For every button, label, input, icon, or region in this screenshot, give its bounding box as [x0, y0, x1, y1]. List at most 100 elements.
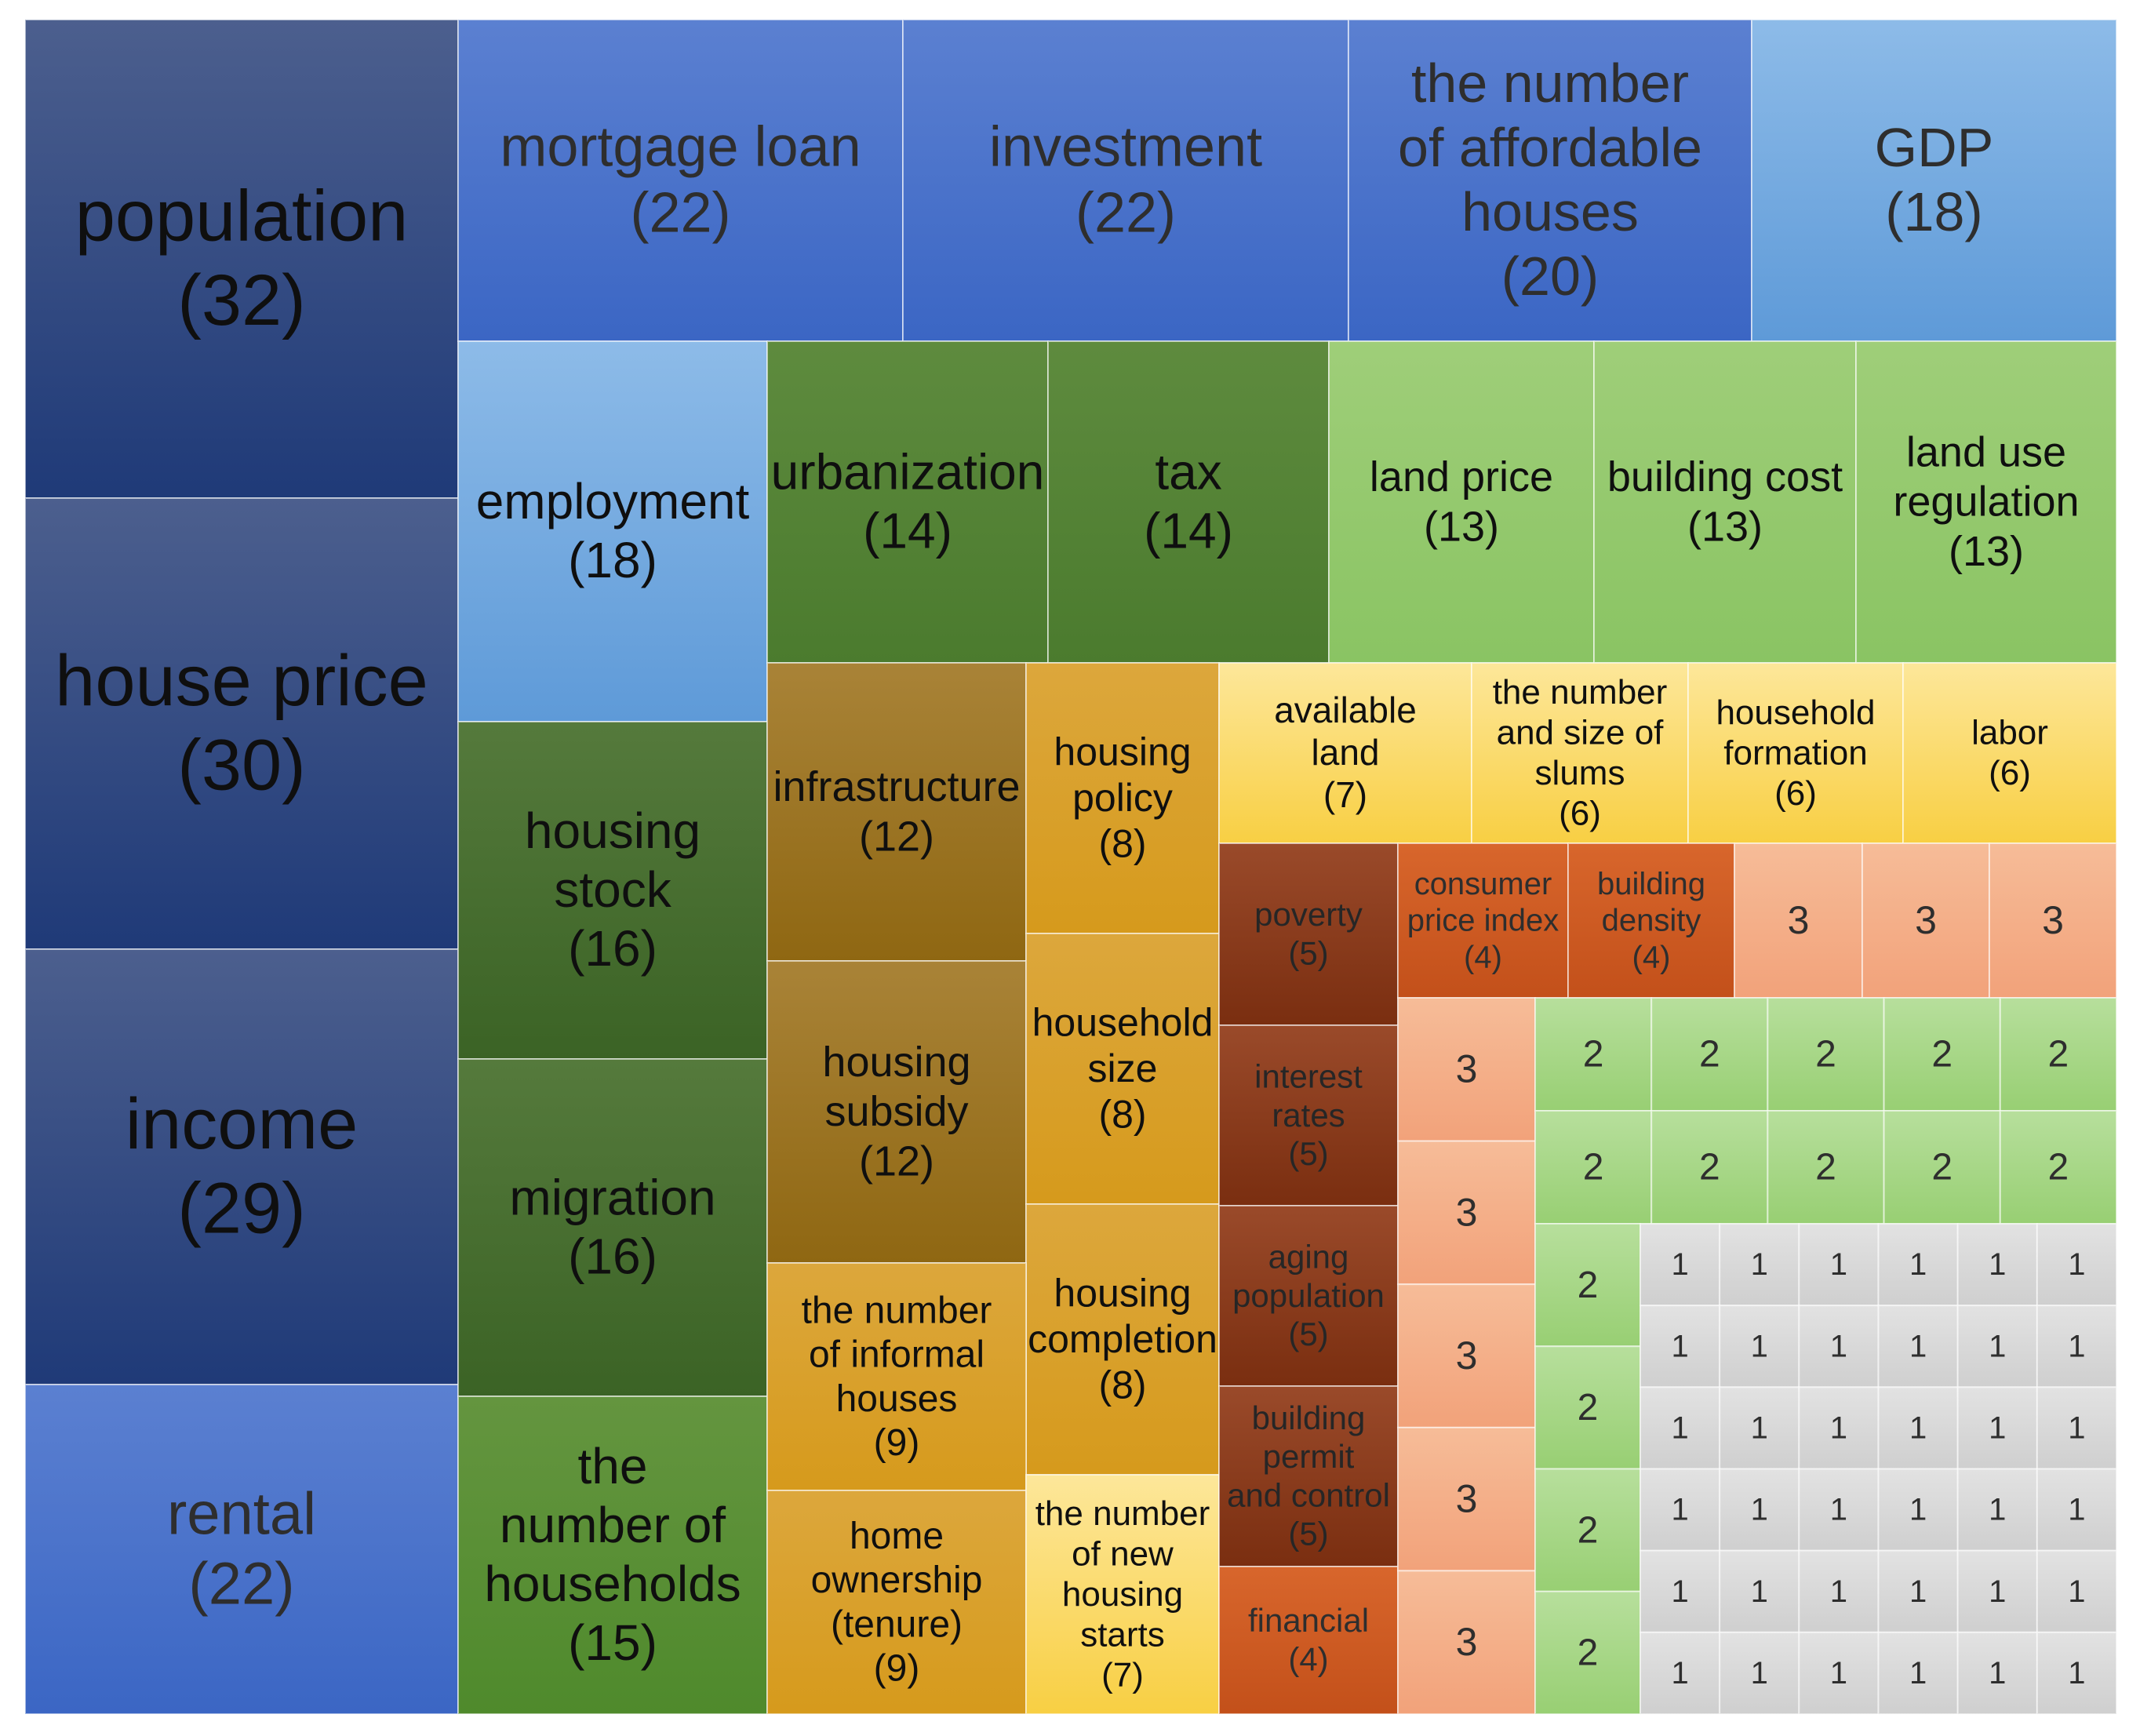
- tile-label-line: (5): [1288, 934, 1328, 971]
- tile-rect: [1534, 1590, 1641, 1715]
- tile-label-line: of informal: [809, 1334, 984, 1376]
- tile-value-1-78: 1: [1798, 1468, 1880, 1552]
- tile-label: building density (4): [1597, 867, 1705, 975]
- tile-label-line: 1: [1989, 1247, 2006, 1282]
- tile-label: migration (16): [509, 1170, 715, 1285]
- tile-label: housing stock (16): [525, 802, 701, 977]
- tile-label: land price (13): [1370, 453, 1553, 550]
- tile-label: 1: [1909, 1247, 1927, 1282]
- tile-label: land use regulation (13): [1893, 429, 2079, 575]
- tile-rect: [1798, 1223, 1880, 1307]
- tile-label: 1: [1830, 1493, 1847, 1527]
- tile-label-line: of new: [1072, 1534, 1174, 1573]
- tile-label: 1: [1671, 1329, 1688, 1363]
- tile-income: income (29): [24, 948, 459, 1385]
- tile-value-1-74: 1: [1956, 1386, 2038, 1470]
- tile-rect: [1567, 843, 1735, 999]
- tile-label-line: labor: [1971, 714, 2048, 752]
- tile-label-line: investment: [989, 115, 1262, 178]
- tile-rect: [1719, 1549, 1800, 1633]
- tile-label-line: housing: [822, 1039, 970, 1086]
- tile-house-price: house price (30): [24, 497, 459, 950]
- tile-housing-completion: housing completion (8): [1025, 1203, 1220, 1476]
- tile-label-line: 1: [1751, 1247, 1768, 1282]
- tile-value-2-56: 2: [1534, 1468, 1641, 1592]
- tile-label-line: (32): [177, 260, 306, 340]
- tile-value-1-70: 1: [1640, 1386, 1721, 1470]
- tile-label: 2: [1578, 1265, 1599, 1306]
- tile-label-line: urbanization: [771, 444, 1045, 500]
- tile-value-1-91: 1: [1877, 1631, 1959, 1716]
- tile-consumer-price-index: consumer price index (4): [1397, 843, 1569, 999]
- tile-label-line: (14): [863, 502, 952, 559]
- tile-label: employment (18): [476, 473, 750, 588]
- tile-label: 1: [1909, 1656, 1927, 1691]
- tile-label: 2: [1699, 1147, 1720, 1188]
- tile-migration: migration (16): [457, 1058, 768, 1397]
- tile-label: housing policy (8): [1054, 730, 1191, 865]
- tile-label-line: rates: [1272, 1097, 1345, 1134]
- tile-label: 3: [1456, 1476, 1478, 1520]
- tile-label-line: (22): [1075, 182, 1176, 245]
- tile-rect: [1397, 997, 1536, 1142]
- tile-rect: [24, 948, 459, 1385]
- tile-aging-population: aging population (5): [1218, 1205, 1399, 1387]
- tile-label-line: (4): [1288, 1640, 1328, 1677]
- tile-poverty: poverty (5): [1218, 843, 1399, 1026]
- tile-label-line: 1: [1751, 1656, 1768, 1691]
- tile-tax: tax (14): [1047, 340, 1330, 664]
- tile-label: aging population (5): [1232, 1239, 1385, 1352]
- tile-label-line: (14): [1144, 502, 1233, 559]
- tile-label: poverty (5): [1254, 896, 1363, 971]
- tile-label-line: (7): [1101, 1656, 1144, 1694]
- tile-value-3-38: 3: [1989, 843, 2117, 999]
- tile-label-line: (9): [874, 1422, 920, 1464]
- tile-label: 3: [1456, 1190, 1478, 1234]
- tile-label: 1: [2068, 1493, 2085, 1527]
- tile-value-1-61: 1: [1877, 1223, 1959, 1307]
- tile-label: 1: [1909, 1329, 1927, 1363]
- tile-value-1-86: 1: [1956, 1549, 2038, 1633]
- tile-label-line: households: [484, 1556, 741, 1612]
- tile-label-line: rental: [167, 1480, 316, 1547]
- tile-rect: [1534, 1223, 1641, 1348]
- tile-value-3-43: 3: [1397, 1570, 1536, 1716]
- tile-label-line: (13): [1949, 528, 2024, 575]
- tile-label-line: 3: [1456, 1190, 1478, 1234]
- tile-value-3-39: 3: [1397, 997, 1536, 1142]
- tile-rect: [1855, 340, 2117, 664]
- tile-housing-stock: housing stock (16): [457, 721, 768, 1060]
- tile-value-2-52: 2: [1883, 1110, 2001, 1225]
- tile-label-line: available: [1274, 690, 1417, 730]
- tile-label-line: size: [1088, 1046, 1158, 1090]
- tile-rect: [1999, 1110, 2118, 1225]
- tile-label-line: 1: [1830, 1493, 1847, 1527]
- tile-value-2-55: 2: [1534, 1345, 1641, 1470]
- tile-label-line: (16): [568, 1228, 657, 1284]
- tile-rect: [1218, 1024, 1399, 1206]
- tile-rect: [1348, 19, 1752, 342]
- tile-label-line: 2: [1815, 1147, 1836, 1188]
- tile-rect: [1902, 662, 2117, 844]
- tile-label-line: 1: [2068, 1493, 2085, 1527]
- tile-label: 1: [1751, 1329, 1768, 1363]
- tile-label-line: (5): [1288, 1316, 1328, 1352]
- tile-rect: [766, 662, 1027, 962]
- tile-rect: [1397, 843, 1569, 999]
- tile-label-line: 1: [1909, 1656, 1927, 1691]
- tile-rect: [1877, 1468, 1959, 1552]
- tile-label: 2: [1815, 1147, 1836, 1188]
- tile-value-2-48: 2: [1999, 997, 2118, 1112]
- tile-label-line: houses: [1461, 181, 1639, 242]
- tile-label-line: 1: [1989, 1656, 2006, 1691]
- tile-value-1-67: 1: [1877, 1305, 1959, 1388]
- tile-label: 3: [1456, 1620, 1478, 1664]
- tile-label: the number of households (15): [484, 1438, 741, 1671]
- tile-label-line: consumer: [1414, 867, 1552, 901]
- tile-urbanization: urbanization (14): [766, 340, 1049, 664]
- tile-label: 1: [2068, 1411, 2085, 1446]
- tile-rect: [1397, 1570, 1536, 1716]
- tile-label-line: 3: [1788, 898, 1810, 942]
- tile-rect: [457, 340, 768, 722]
